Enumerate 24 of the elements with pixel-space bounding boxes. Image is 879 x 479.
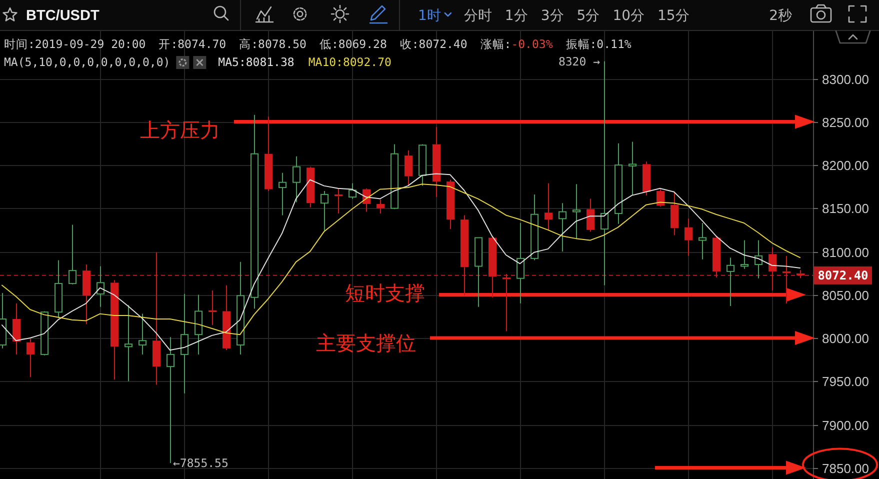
max-marker: 8320 → [558,54,600,68]
text: 低:8069.28 [319,37,387,52]
y-tick-label: 7850.00 [822,461,869,476]
min-marker: ←7855.55 [173,456,228,470]
text: 开:8074.70 [158,37,226,52]
y-tick-label: 7950.00 [822,374,869,390]
y-tick-label: 7900.00 [822,418,869,434]
y-tick-label: 8000.00 [822,331,869,346]
text: 高:8078.50 [239,37,306,52]
y-tick-label: 8250.00 [822,115,869,130]
annotation: MA(5,10,0,0,0,0,0,0,0,0) [4,55,170,70]
title: BTC/USDT [26,8,100,24]
y-tick-label: 8200.00 [822,158,869,174]
ref-line-label: 8072.40 [818,268,868,283]
y-tick-label: 8150.00 [822,201,869,216]
y-tick-label: 8100.00 [822,245,869,260]
tab-interval: 2秒 [769,8,792,24]
text: 时间:2019-09-29 20:00 [4,37,146,52]
text: 涨幅:-0.03% [480,37,553,52]
text: 振幅:0.11% [566,37,632,52]
indicator-row: MA(5,10,0,0,0,0,0,0,0,0) MA5:8081.38 MA10:8092.70 [4,55,392,70]
y-tick-label: 8300.00 [822,72,869,88]
y-tick-label: 8050.00 [822,288,869,304]
text: 收:8072.40 [400,37,468,52]
